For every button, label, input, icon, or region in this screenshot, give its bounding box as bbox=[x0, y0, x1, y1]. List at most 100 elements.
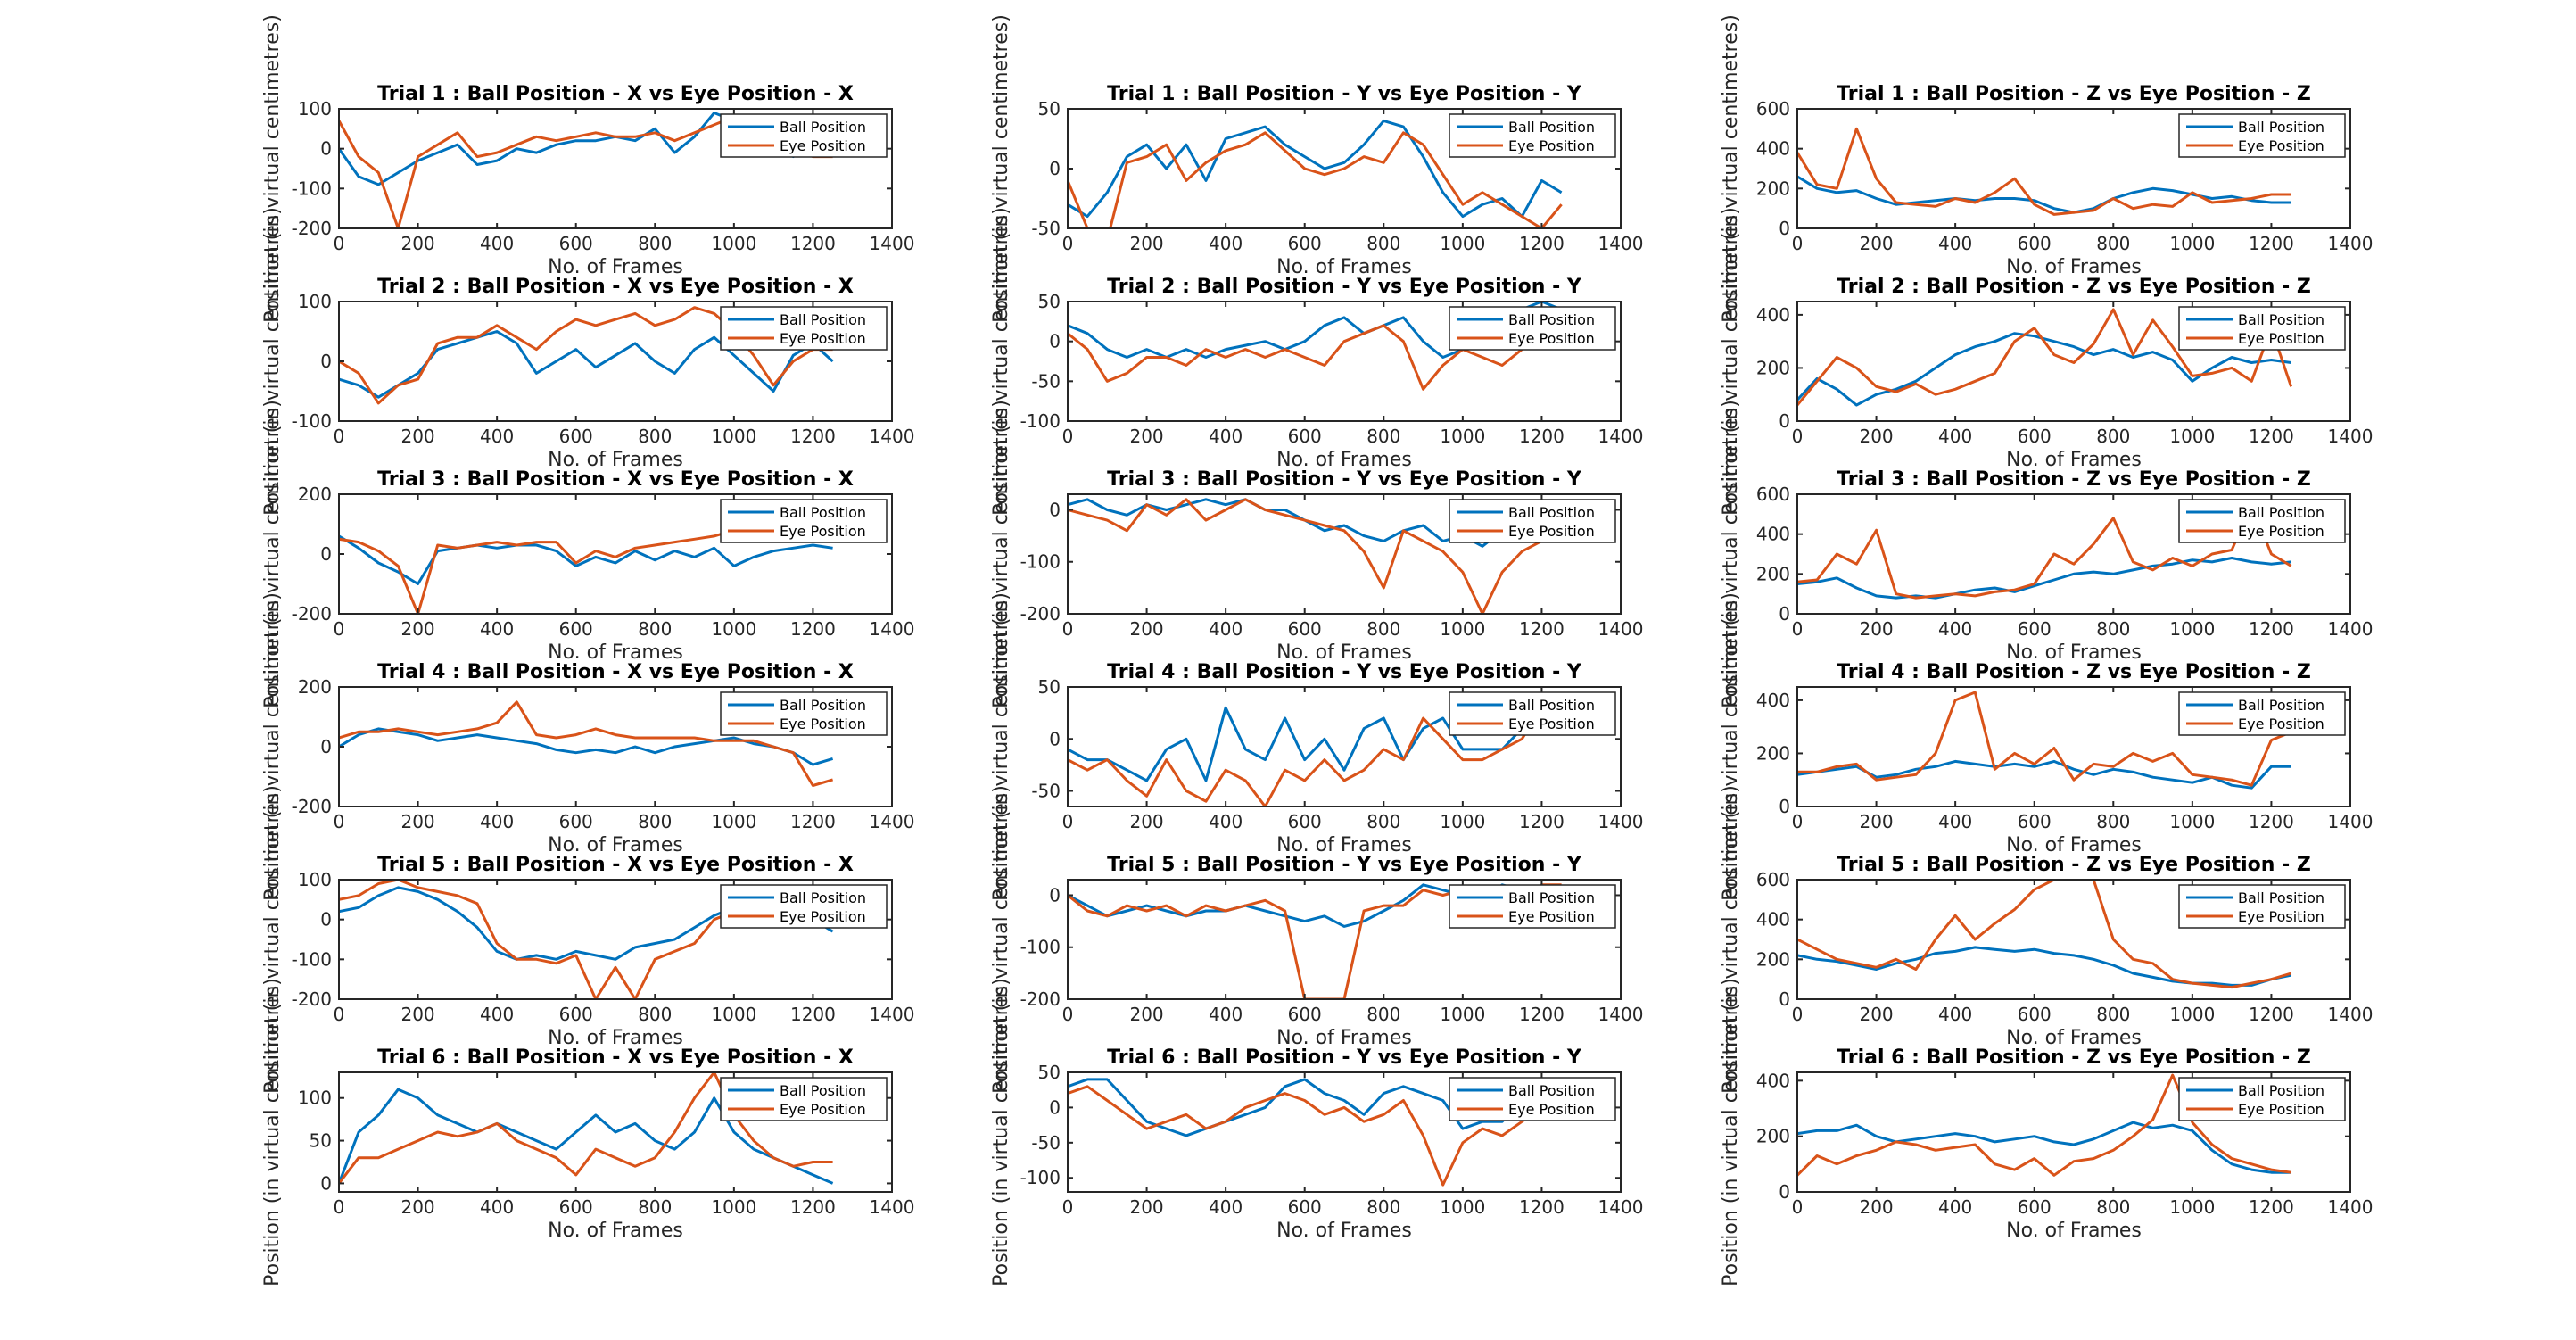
subplot: Trial 4 : Ball Position - Z vs Eye Posit… bbox=[1720, 592, 2373, 901]
x-axis-label: No. of Frames bbox=[548, 1027, 683, 1049]
legend-label: Eye Position bbox=[780, 330, 866, 347]
legend-label: Ball Position bbox=[1508, 504, 1595, 521]
legend-box bbox=[2178, 306, 2346, 351]
y-tick-label: -200 bbox=[1020, 988, 1061, 1010]
x-tick-label: 800 bbox=[2096, 811, 2130, 832]
axes-box bbox=[338, 879, 893, 1000]
x-tick-label: 0 bbox=[1792, 1196, 1804, 1218]
y-tick-label: -50 bbox=[1031, 218, 1061, 239]
y-tick-label: 0 bbox=[1049, 884, 1061, 906]
x-tick-label: 0 bbox=[1792, 811, 1804, 832]
legend-box bbox=[720, 884, 888, 929]
x-tick-label: 600 bbox=[2018, 233, 2052, 254]
x-tick-label: 1400 bbox=[870, 811, 915, 832]
eye-position-line bbox=[1068, 1085, 1563, 1187]
x-tick-label: 600 bbox=[1288, 811, 1322, 832]
legend-box bbox=[720, 499, 888, 543]
x-axis-label: No. of Frames bbox=[2006, 256, 2142, 278]
x-tick-label: 400 bbox=[1209, 618, 1243, 640]
x-tick-label: 0 bbox=[1062, 233, 1074, 254]
subplot-title: Trial 3 : Ball Position - Z vs Eye Posit… bbox=[1837, 468, 2311, 491]
subplot: Trial 6 : Ball Position - Z vs Eye Posit… bbox=[1720, 978, 2373, 1286]
y-tick-label: 200 bbox=[298, 676, 332, 698]
x-tick-label: 200 bbox=[400, 618, 434, 640]
y-tick-label: 0 bbox=[1779, 603, 1790, 625]
x-tick-label: 400 bbox=[480, 811, 514, 832]
x-axis-label: No. of Frames bbox=[1276, 256, 1412, 278]
x-tick-label: 1200 bbox=[2249, 811, 2294, 832]
x-tick-label: 600 bbox=[559, 1196, 593, 1218]
eye-position-line bbox=[1068, 324, 1563, 391]
axes-box bbox=[1067, 1071, 1622, 1193]
x-tick-label: 600 bbox=[559, 1004, 593, 1025]
legend-label: Eye Position bbox=[1508, 908, 1595, 925]
x-tick-label: 200 bbox=[1859, 1004, 1893, 1025]
x-tick-label: 0 bbox=[1062, 811, 1074, 832]
y-axis-label: Position (in virtual centimetres) bbox=[1720, 978, 1742, 1286]
x-tick-label: 400 bbox=[1209, 426, 1243, 447]
y-tick-label: -100 bbox=[1020, 410, 1061, 432]
legend-label: Ball Position bbox=[780, 504, 866, 521]
x-tick-label: 1400 bbox=[2328, 811, 2374, 832]
legend-label: Ball Position bbox=[2238, 504, 2324, 521]
x-tick-label: 1200 bbox=[790, 233, 836, 254]
y-tick-label: -100 bbox=[292, 178, 332, 199]
subplot: Trial 2 : Ball Position - X vs Eye Posit… bbox=[261, 207, 914, 516]
y-tick-label: -100 bbox=[1020, 937, 1061, 958]
eye-position-line bbox=[1797, 127, 2291, 216]
x-tick-label: 200 bbox=[1129, 1196, 1163, 1218]
x-tick-label: 600 bbox=[2018, 811, 2052, 832]
subplot-title: Trial 4 : Ball Position - Y vs Eye Posit… bbox=[1107, 661, 1582, 683]
legend-label: Eye Position bbox=[1508, 330, 1595, 347]
y-tick-label: 400 bbox=[1756, 138, 1790, 160]
y-tick-label: 200 bbox=[1756, 357, 1790, 378]
y-tick-label: -200 bbox=[292, 603, 332, 625]
x-tick-label: 400 bbox=[1209, 1196, 1243, 1218]
y-tick-label: 200 bbox=[1756, 742, 1790, 764]
legend-label: Eye Position bbox=[1508, 137, 1595, 154]
y-tick-label: -100 bbox=[1020, 1167, 1061, 1188]
x-tick-label: 800 bbox=[1366, 426, 1400, 447]
y-axis-label: Position (in virtual centimetres) bbox=[990, 785, 1012, 1094]
x-tick-label: 1400 bbox=[2328, 426, 2374, 447]
legend-label: Ball Position bbox=[1508, 311, 1595, 328]
legend-label: Eye Position bbox=[2238, 1101, 2324, 1118]
y-axis-label: Position (in virtual centimetres) bbox=[990, 400, 1012, 708]
x-tick-label: 200 bbox=[400, 1196, 434, 1218]
y-axis-label: Position (in virtual centimetres) bbox=[261, 207, 284, 516]
x-tick-label: 200 bbox=[1859, 811, 1893, 832]
legend: Ball Position Eye Position bbox=[720, 499, 888, 543]
x-tick-label: 1000 bbox=[711, 811, 756, 832]
x-axis-label: No. of Frames bbox=[1276, 1220, 1412, 1242]
x-axis-label: No. of Frames bbox=[548, 1220, 683, 1242]
legend-label: Eye Position bbox=[780, 1101, 866, 1118]
subplot: Trial 1 : Ball Position - X vs Eye Posit… bbox=[261, 14, 914, 323]
x-tick-label: 1000 bbox=[711, 1004, 756, 1025]
eye-position-line bbox=[1068, 131, 1563, 228]
x-tick-label: 1400 bbox=[870, 426, 915, 447]
x-tick-label: 1200 bbox=[2249, 1196, 2294, 1218]
y-axis-label: Position (in virtual centimetres) bbox=[990, 14, 1012, 323]
y-tick-label: -100 bbox=[292, 410, 332, 432]
y-axis-label: Position (in virtual centimetres) bbox=[261, 400, 284, 708]
x-axis-label: No. of Frames bbox=[1276, 834, 1412, 856]
legend: Ball Position Eye Position bbox=[2178, 306, 2346, 351]
eye-position-line bbox=[1068, 696, 1563, 806]
y-tick-label: -100 bbox=[1020, 551, 1061, 573]
ball-position-line bbox=[1068, 119, 1563, 219]
x-tick-label: 1400 bbox=[1598, 811, 1644, 832]
x-tick-label: 1000 bbox=[1440, 811, 1485, 832]
x-tick-label: 200 bbox=[1859, 426, 1893, 447]
legend: Ball Position Eye Position bbox=[2178, 499, 2346, 543]
subplot: Trial 5 : Ball Position - Y vs Eye Posit… bbox=[990, 785, 1643, 1094]
y-tick-label: 200 bbox=[1756, 563, 1790, 584]
y-tick-label: 0 bbox=[320, 1172, 332, 1194]
y-tick-label: 0 bbox=[1779, 218, 1790, 239]
y-tick-label: -50 bbox=[1031, 781, 1061, 802]
eye-position-line bbox=[1797, 880, 2292, 989]
x-axis-label: No. of Frames bbox=[548, 834, 683, 856]
legend-box bbox=[720, 691, 888, 736]
x-tick-label: 400 bbox=[1209, 233, 1243, 254]
ball-position-line bbox=[1797, 175, 2291, 214]
